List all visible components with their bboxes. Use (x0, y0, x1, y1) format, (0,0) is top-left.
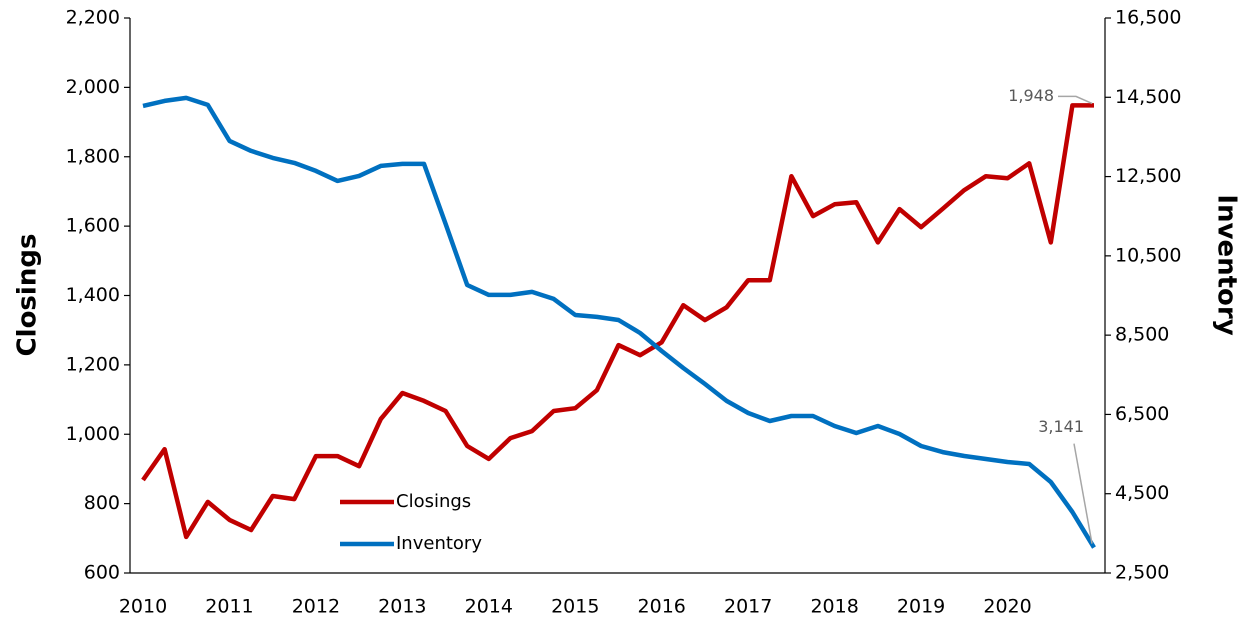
y-tick-label: 1,200 (66, 353, 120, 375)
y2-tick-label: 2,500 (1115, 562, 1169, 584)
y2-axis-label: Inventory (1212, 194, 1242, 335)
y-tick-label: 1,400 (66, 284, 120, 306)
legend-label: Inventory (396, 533, 482, 554)
y2-tick-label: 8,500 (1115, 324, 1169, 346)
x-tick-label: 2010 (119, 596, 167, 618)
y2-tick-label: 6,500 (1115, 403, 1169, 425)
series-line (141, 103, 1094, 540)
series-line (142, 95, 1096, 549)
y-axis-label: Closings (13, 234, 43, 357)
x-tick-label: 2019 (897, 596, 945, 618)
x-tick-label: 2012 (292, 596, 340, 618)
y2-tick-label: 14,500 (1115, 86, 1181, 108)
legend-label: Closings (396, 491, 471, 512)
x-tick-label: 2017 (724, 596, 772, 618)
leader-line (1058, 95, 1093, 105)
y-tick-label: 2,000 (66, 76, 120, 98)
x-tick-label: 2013 (378, 596, 426, 618)
x-tick-label: 2014 (465, 596, 513, 618)
data-label: 3,141 (1038, 417, 1084, 436)
y-tick-label: 1,000 (66, 423, 120, 445)
data-label: 1,948 (1008, 86, 1054, 105)
x-tick-label: 2015 (551, 596, 599, 618)
x-tick-label: 2016 (638, 596, 686, 618)
y-tick-label: 800 (84, 492, 120, 514)
y-tick-label: 600 (84, 562, 120, 584)
y2-tick-label: 12,500 (1115, 165, 1181, 187)
y2-tick-label: 4,500 (1115, 482, 1169, 504)
x-tick-label: 2011 (205, 596, 253, 618)
y2-tick-label: 16,500 (1115, 7, 1181, 29)
leader-line (1073, 443, 1093, 544)
y-tick-label: 2,200 (66, 7, 120, 29)
y-tick-label: 1,600 (66, 215, 120, 237)
y2-tick-label: 10,500 (1115, 244, 1181, 266)
x-tick-label: 2018 (810, 596, 858, 618)
x-tick-label: 2020 (983, 596, 1031, 618)
y-tick-label: 1,800 (66, 145, 120, 167)
